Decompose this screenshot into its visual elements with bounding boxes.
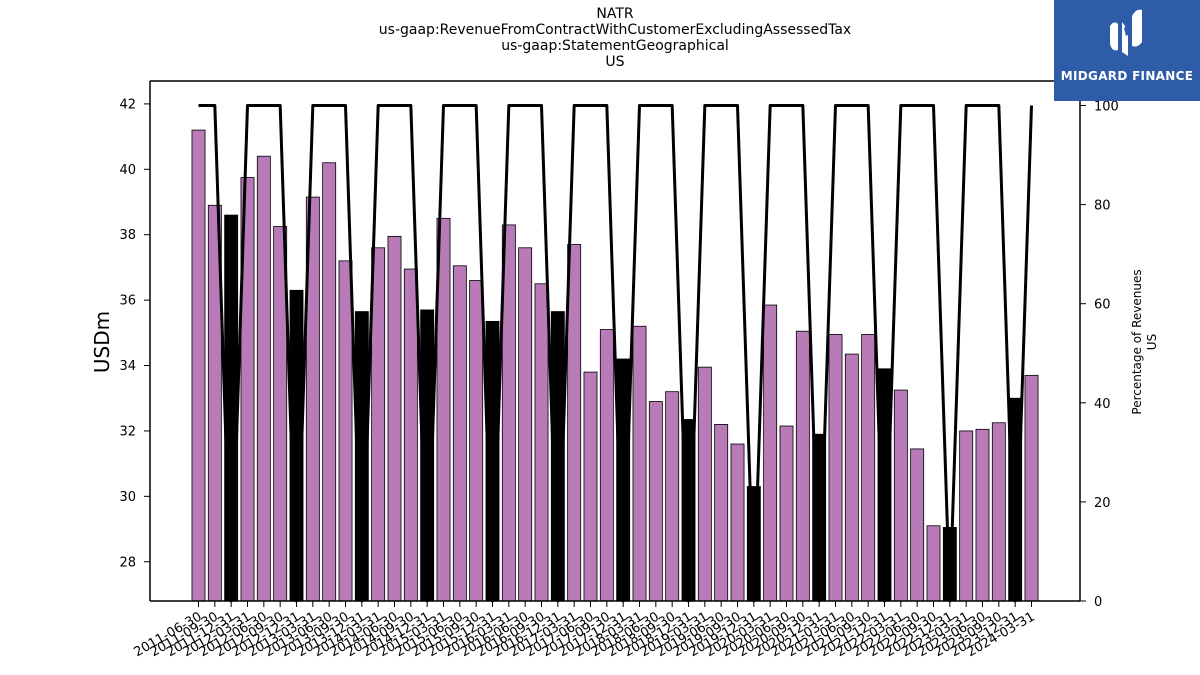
line-series bbox=[198, 104, 1033, 603]
bar bbox=[991, 422, 1006, 602]
bar bbox=[861, 334, 876, 602]
y-tick-label: 28 bbox=[119, 555, 136, 570]
chart-title-ticker: NATR bbox=[596, 6, 634, 22]
chart-title-axis: us-gaap:StatementGeographical bbox=[501, 38, 729, 54]
y-tick-label: 38 bbox=[119, 228, 136, 243]
percentage-line bbox=[198, 104, 1033, 603]
bar bbox=[893, 389, 908, 602]
bar bbox=[975, 428, 990, 602]
bar bbox=[959, 430, 974, 602]
bar bbox=[518, 247, 533, 602]
bar bbox=[387, 235, 402, 602]
bar bbox=[828, 334, 843, 602]
y2-tick-label: 100 bbox=[1094, 100, 1119, 115]
axes bbox=[149, 80, 1081, 602]
y2-axis-label-member: US bbox=[1145, 334, 1159, 350]
bar bbox=[583, 371, 598, 602]
logo-text: MIDGARD FINANCE bbox=[1060, 69, 1194, 83]
x-axis-ticks: 2011-06-302011-09-302011-12-312012-03-31… bbox=[132, 601, 1038, 660]
bar bbox=[567, 244, 582, 602]
y-tick-label: 40 bbox=[119, 163, 136, 178]
y-tick-label: 30 bbox=[119, 490, 136, 505]
bar bbox=[452, 265, 467, 602]
bar bbox=[910, 448, 925, 602]
midgard-logo: MIDGARD FINANCE bbox=[1054, 0, 1200, 101]
chart-titles: NATR us-gaap:RevenueFromContractWithCust… bbox=[0, 6, 1200, 70]
midgard-logo-icon bbox=[1110, 9, 1142, 56]
y-tick-label: 34 bbox=[119, 359, 136, 374]
y2-axis-label: Percentage of Revenues bbox=[1130, 269, 1144, 414]
y2-tick-label: 60 bbox=[1094, 298, 1111, 313]
bar bbox=[534, 283, 549, 602]
y2-tick-label: 20 bbox=[1094, 496, 1111, 511]
bar bbox=[403, 268, 418, 602]
y-tick-label: 42 bbox=[119, 97, 136, 112]
bar bbox=[371, 247, 386, 602]
bar bbox=[256, 155, 271, 602]
bar bbox=[795, 330, 810, 602]
bar bbox=[763, 304, 778, 602]
y-tick-label: 32 bbox=[119, 424, 136, 439]
bar bbox=[338, 260, 353, 602]
bar bbox=[844, 353, 859, 602]
bar bbox=[224, 214, 239, 602]
y-axis-ticks: 28 30 32 34 36 38 40 42 bbox=[119, 97, 150, 570]
bar bbox=[599, 329, 614, 602]
bar bbox=[648, 401, 663, 602]
bar bbox=[730, 443, 745, 602]
bar bbox=[665, 391, 680, 602]
y2-tick-label: 0 bbox=[1094, 595, 1102, 610]
y2-axis-ticks: 0 20 40 60 80 100 bbox=[1080, 100, 1119, 610]
bar bbox=[714, 423, 729, 602]
bar bbox=[779, 425, 794, 602]
bar bbox=[1024, 374, 1039, 602]
bar bbox=[632, 325, 647, 602]
y2-tick-label: 80 bbox=[1094, 199, 1111, 214]
bar bbox=[697, 366, 712, 602]
y-axis-label: USDm bbox=[90, 311, 114, 373]
bar bbox=[469, 280, 484, 602]
y-tick-label: 36 bbox=[119, 294, 136, 309]
bar bbox=[191, 129, 206, 602]
chart-title-metric: us-gaap:RevenueFromContractWithCustomerE… bbox=[378, 22, 852, 38]
chart-title-member: US bbox=[605, 54, 625, 70]
y2-tick-label: 40 bbox=[1094, 397, 1111, 412]
bar bbox=[926, 525, 941, 602]
bar bbox=[322, 162, 337, 602]
